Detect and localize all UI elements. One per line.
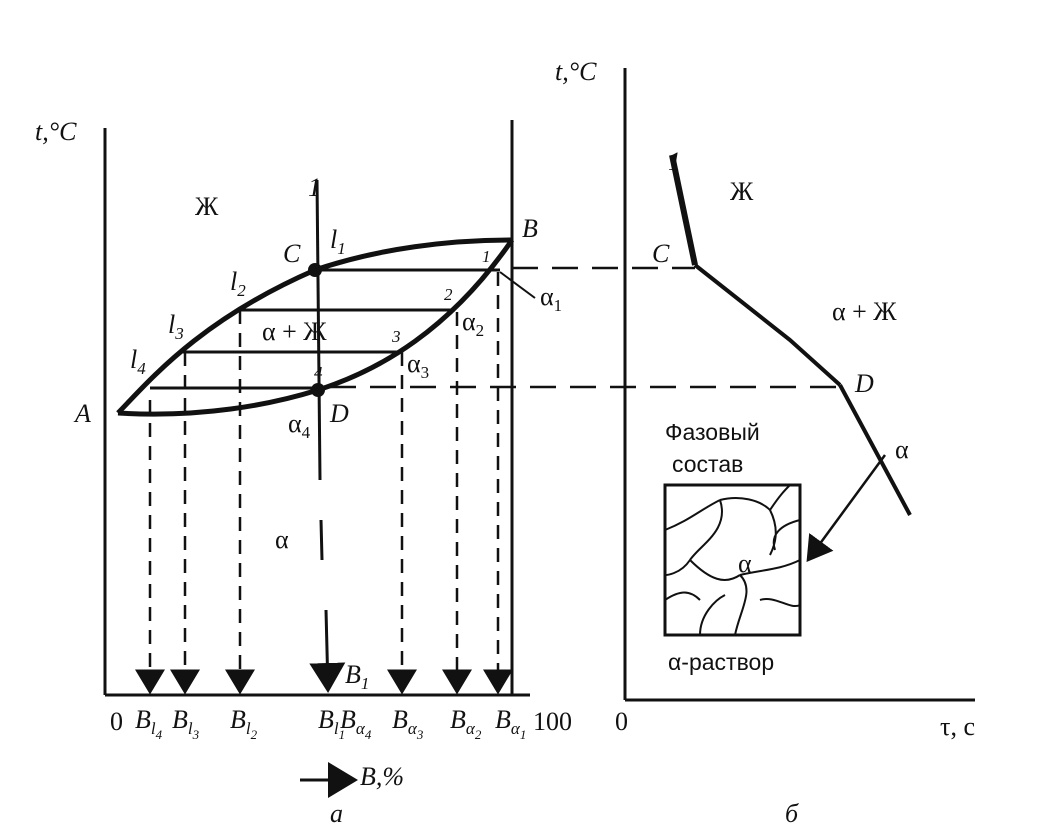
phase-title: состав xyxy=(672,451,743,477)
caption: б xyxy=(785,799,799,828)
tie-number: 2 xyxy=(444,285,453,304)
grain-label: α xyxy=(738,549,752,578)
point-label: D xyxy=(329,399,349,428)
y-axis-label: t,°C xyxy=(35,117,77,146)
point-label: C xyxy=(652,239,670,268)
region-label: Ж xyxy=(195,192,219,221)
point-label: C xyxy=(283,239,301,268)
x-tick-label: Bα3 xyxy=(392,705,424,742)
region-label: Ж xyxy=(730,177,754,206)
segment-label: α + Ж xyxy=(832,297,897,326)
x-tick-label: Bα2 xyxy=(450,705,482,742)
solidus-point: α4 xyxy=(288,409,311,442)
curve-label: 1 xyxy=(668,147,681,176)
x-tick-label: Bα1 xyxy=(495,705,526,742)
x-tick-label: Bα4 xyxy=(340,705,372,742)
x-tick-label: Bl3 xyxy=(172,705,200,742)
line-label: 1 xyxy=(308,173,321,202)
point-label: B xyxy=(522,214,538,243)
tie-number: 3 xyxy=(391,327,401,346)
region-label: α + Ж xyxy=(262,317,327,346)
axis-start: 0 xyxy=(110,707,123,736)
point-label: D xyxy=(854,369,874,398)
solidus-point: α1 xyxy=(540,282,562,315)
panel-b-lines xyxy=(623,68,975,702)
x-tick-label: Bl2 xyxy=(230,705,258,742)
phase-title: Фазовый xyxy=(665,419,760,445)
x-axis-label: B,% xyxy=(360,762,404,791)
liquidus-point: l3 xyxy=(168,310,184,343)
point-label: A xyxy=(73,399,91,428)
segment-label: α xyxy=(895,435,909,464)
panel-a-labels: t,°C Ж α + Ж α 1 A B C D l1 l2 l3 l4 α1 … xyxy=(35,117,572,828)
tie-number: 4 xyxy=(314,363,323,382)
liquidus-point: l1 xyxy=(330,225,346,258)
composition-label: B1 xyxy=(345,660,369,693)
liquidus-point: l4 xyxy=(130,345,146,378)
structure-label: α-раствор xyxy=(668,649,774,675)
y-axis-label: t,°C xyxy=(555,57,597,86)
x-tick-label: Bl4 xyxy=(135,705,163,742)
tie-number: 1 xyxy=(482,247,491,266)
liquidus-point: l2 xyxy=(230,267,246,300)
caption: а xyxy=(330,799,343,828)
axis-start: 0 xyxy=(615,707,628,736)
solidus-point: α3 xyxy=(407,349,429,382)
solidus-point: α2 xyxy=(462,307,484,340)
panel-b-labels: t,°C 1 Ж C D α + Ж α Фазовый состав α α-… xyxy=(555,57,975,828)
x-tick-label: Bl1 xyxy=(318,705,345,742)
axis-end: 100 xyxy=(533,707,572,736)
region-label: α xyxy=(275,525,289,554)
x-axis-label: τ, с xyxy=(940,712,975,741)
